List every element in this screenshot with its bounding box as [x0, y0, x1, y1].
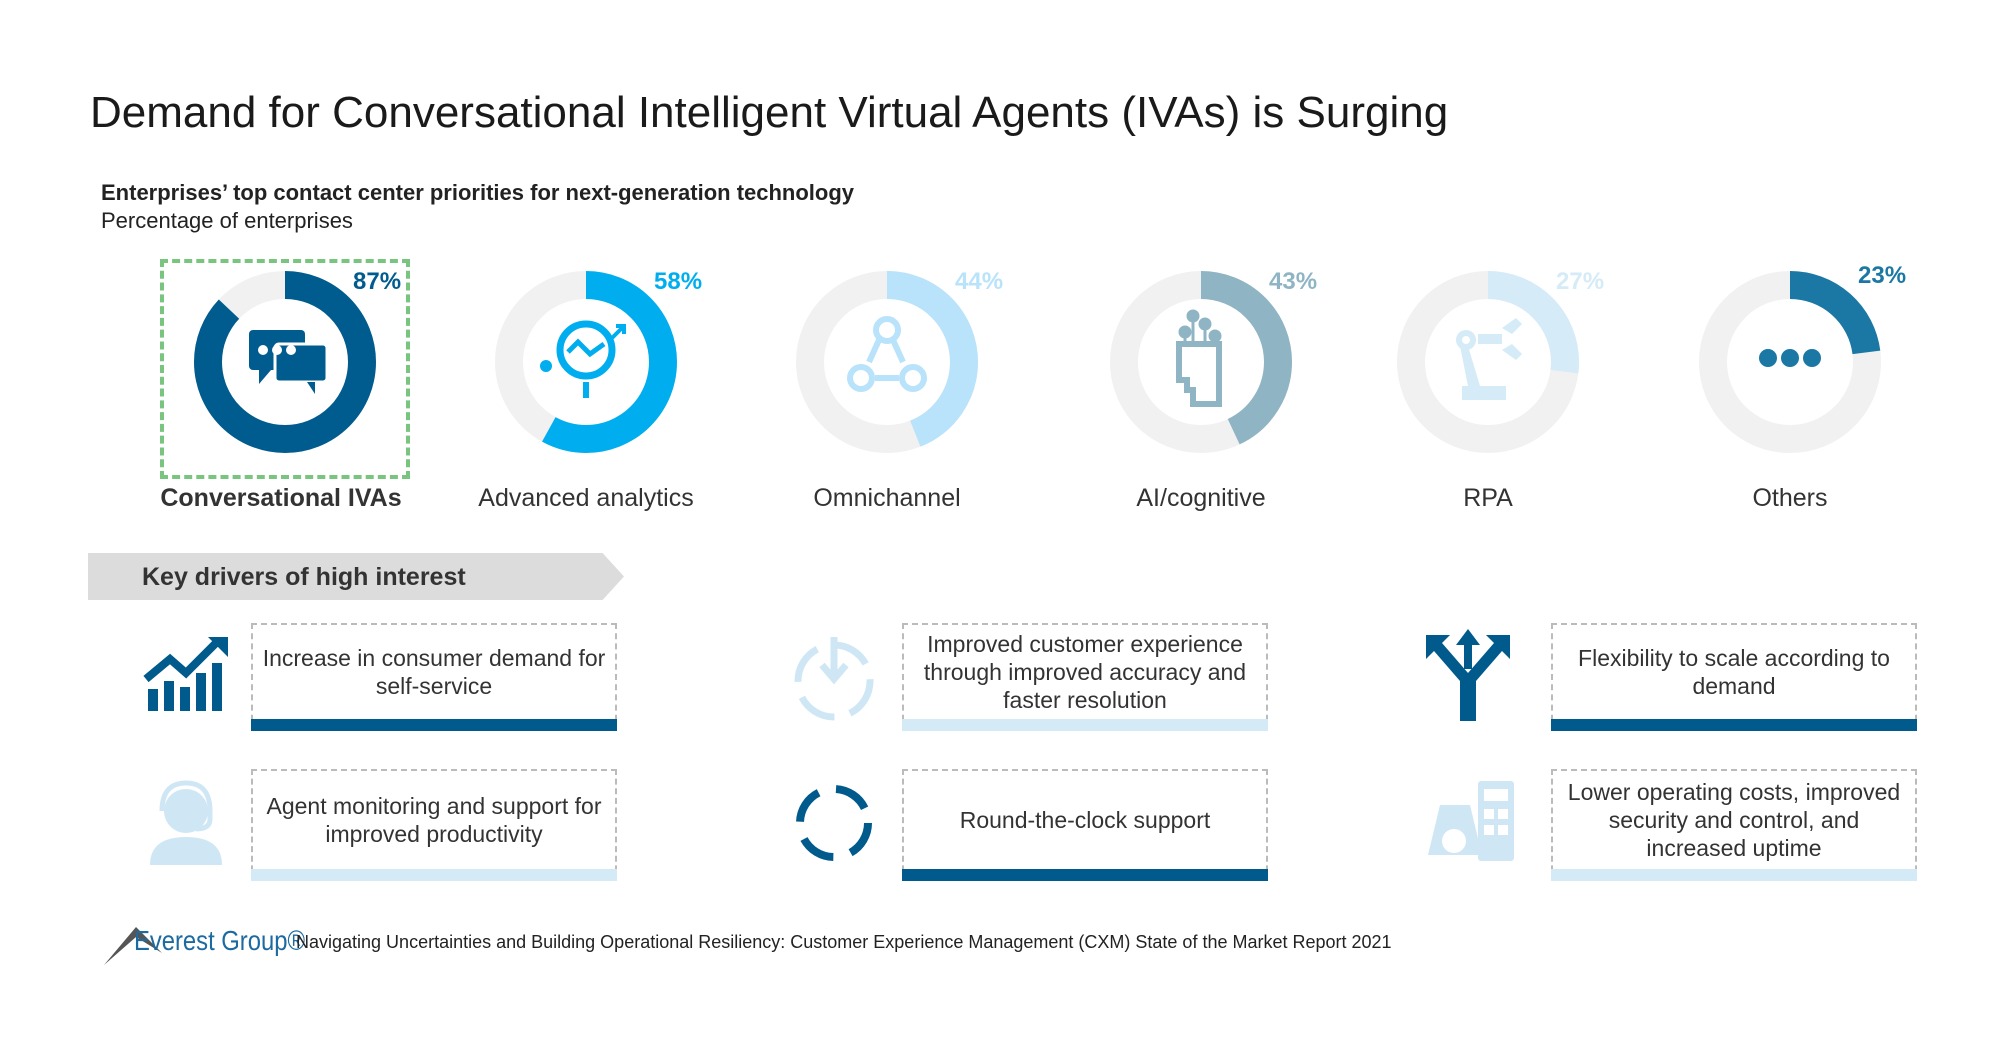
- donut-segment: [1110, 271, 1292, 453]
- driver-bar: [1551, 869, 1917, 881]
- donut-value-label: 44%: [955, 268, 1004, 295]
- driver-bar: [251, 869, 617, 881]
- driver-card: Agent monitoring and support for improve…: [251, 769, 617, 881]
- agent-headset-icon: [150, 780, 222, 865]
- donut-category-label: Conversational IVAs: [160, 484, 402, 512]
- logo-text: Everest Group®: [134, 925, 305, 956]
- driver-bar: [902, 869, 1268, 881]
- donut-value-label: 27%: [1556, 268, 1605, 295]
- donut-category-label: Omnichannel: [813, 484, 961, 512]
- chart-unit-label: Percentage of enterprises: [101, 208, 353, 233]
- donut-category-label: Advanced analytics: [478, 484, 694, 512]
- driver-text: Improved customer experience through imp…: [923, 631, 1247, 713]
- donut-1: [194, 271, 376, 453]
- page-title: Demand for Conversational Intelligent Vi…: [90, 88, 1449, 137]
- driver-text: Increase in consumer demand for self-ser…: [262, 645, 606, 699]
- donut-category-label: RPA: [1463, 484, 1513, 512]
- everest-logo-icon: [104, 927, 162, 965]
- driver-text: Agent monitoring and support for improve…: [266, 793, 602, 847]
- driver-bar: [902, 719, 1268, 731]
- chat-bubbles-icon: [249, 330, 329, 394]
- converge-arrows-icon: [794, 637, 874, 721]
- donut-2: [495, 271, 677, 453]
- ai-head-icon: [1176, 309, 1222, 407]
- ellipsis-icon: [1759, 349, 1821, 367]
- donut-category-label: AI/cognitive: [1136, 484, 1266, 512]
- cycle-arrows-icon: [796, 785, 872, 861]
- donut-category-label: Others: [1752, 484, 1828, 512]
- donut-value-label: 23%: [1858, 262, 1907, 289]
- growth-chart-icon: [143, 637, 228, 711]
- driver-bar: [1551, 719, 1917, 731]
- donut-3: [796, 271, 978, 453]
- driver-card: Improved customer experience through imp…: [902, 623, 1268, 731]
- donut-4: [1110, 271, 1292, 453]
- driver-card: Round-the-clock support: [902, 769, 1268, 881]
- driver-text: Round-the-clock support: [959, 807, 1211, 833]
- highlight-box: [160, 259, 410, 479]
- driver-text: Flexibility to scale according to demand: [1578, 645, 1890, 699]
- key-drivers-banner: Key drivers of high interest: [88, 553, 624, 600]
- driver-card: Increase in consumer demand for self-ser…: [251, 623, 617, 731]
- driver-text: Lower operating costs, improved security…: [1567, 779, 1901, 861]
- magnifier-analytics-icon: [540, 320, 626, 398]
- donut-5: [1397, 271, 1579, 453]
- donut-segment: [796, 271, 978, 453]
- donut-segment: [1699, 271, 1881, 453]
- driver-card: Lower operating costs, improved security…: [1551, 769, 1917, 881]
- source-note: Navigating Uncertainties and Building Op…: [296, 932, 1392, 952]
- split-arrows-icon: [1426, 629, 1510, 721]
- robot-arm-icon: [1456, 318, 1522, 400]
- donut-segment: [495, 271, 677, 453]
- driver-card: Flexibility to scale according to demand: [1551, 623, 1917, 731]
- banner-label: Key drivers of high interest: [142, 563, 466, 591]
- donut-value-label: 43%: [1269, 268, 1318, 295]
- network-nodes-icon: [847, 316, 927, 392]
- driver-bar: [251, 719, 617, 731]
- donut-value-label: 87%: [353, 268, 402, 295]
- donut-segment: [194, 271, 376, 453]
- money-calculator-icon: [1428, 781, 1514, 861]
- donut-value-label: 58%: [654, 268, 703, 295]
- donut-charts: [194, 271, 1881, 453]
- donut-6: [1699, 271, 1881, 453]
- chart-subtitle: Enterprises’ top contact center prioriti…: [101, 180, 855, 205]
- donut-segment: [1397, 271, 1579, 453]
